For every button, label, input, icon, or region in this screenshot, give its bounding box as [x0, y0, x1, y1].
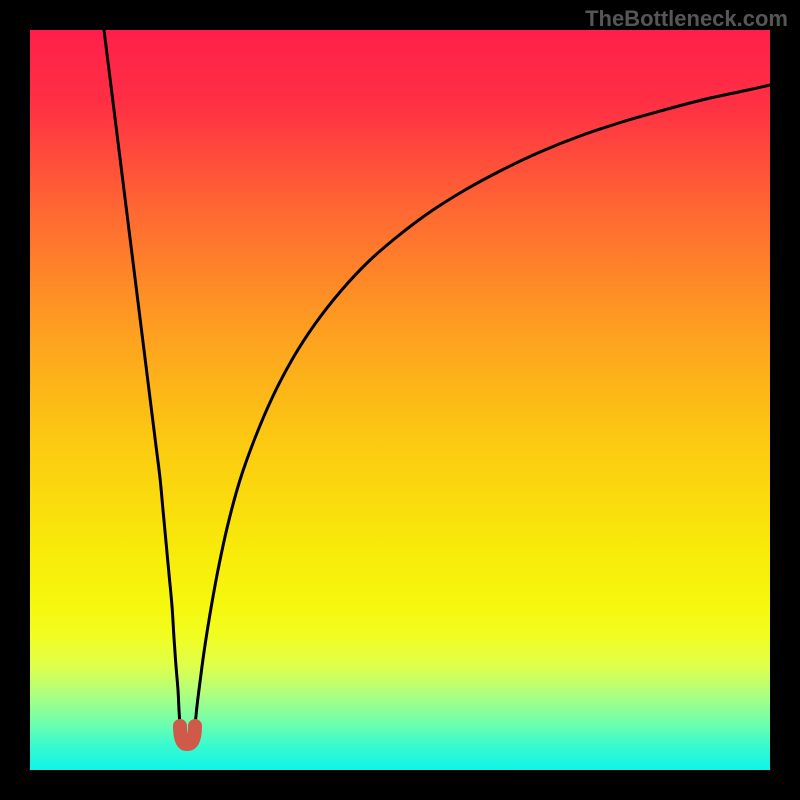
- watermark-text: TheBottleneck.com: [585, 6, 788, 32]
- chart-curve-overlay: [30, 30, 770, 770]
- chart-plot-area: [30, 30, 770, 770]
- left-curve: [104, 30, 180, 726]
- min-marker: [180, 726, 195, 744]
- right-curve: [195, 85, 770, 726]
